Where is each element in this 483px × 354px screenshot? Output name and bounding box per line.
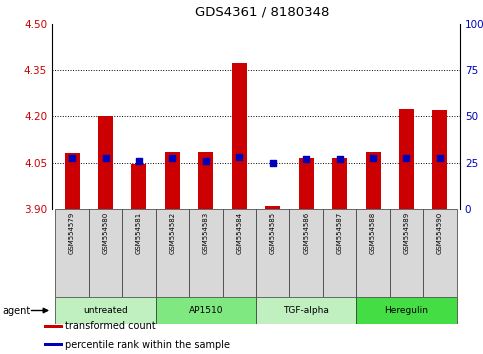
Bar [189,209,223,297]
Point [269,160,277,166]
Bar [156,297,256,324]
Bar [289,209,323,297]
Text: percentile rank within the sample: percentile rank within the sample [65,340,230,350]
Bar [399,109,414,209]
Point [369,155,377,161]
Text: GSM554590: GSM554590 [437,212,443,254]
Bar [323,209,356,297]
Bar [366,152,381,209]
Bar [199,152,213,209]
Bar [423,209,456,297]
Bar [256,209,289,297]
Point [68,155,76,161]
Text: GDS4361 / 8180348: GDS4361 / 8180348 [195,6,329,19]
Text: untreated: untreated [83,306,128,315]
Text: GSM554584: GSM554584 [236,212,242,254]
Bar [89,209,122,297]
Bar [256,297,356,324]
Text: transformed count: transformed count [65,321,156,331]
Bar [44,343,63,346]
Point [135,158,143,164]
Point [302,156,310,162]
Point [235,154,243,159]
Bar [432,110,447,209]
Bar [232,63,247,209]
Text: GSM554589: GSM554589 [403,212,410,254]
Point [169,155,176,161]
Text: GSM554581: GSM554581 [136,212,142,254]
Text: GSM554585: GSM554585 [270,212,276,254]
Bar [223,209,256,297]
Bar [390,209,423,297]
Text: TGF-alpha: TGF-alpha [283,306,329,315]
Bar [356,209,390,297]
Point [101,155,109,161]
Text: GSM554587: GSM554587 [337,212,342,254]
Bar [65,154,80,209]
Text: GSM554579: GSM554579 [69,212,75,254]
Bar [131,164,146,209]
Bar [98,116,113,209]
Text: agent: agent [2,306,30,315]
Point [336,156,343,161]
Bar [44,325,63,328]
Point [403,155,411,161]
Bar [265,206,280,209]
Text: AP1510: AP1510 [188,306,223,315]
Text: GSM554583: GSM554583 [203,212,209,254]
Text: GSM554580: GSM554580 [102,212,109,254]
Point [202,158,210,164]
Text: Heregulin: Heregulin [384,306,428,315]
Bar [332,158,347,209]
Bar [156,209,189,297]
Text: GSM554586: GSM554586 [303,212,309,254]
Bar [165,152,180,209]
Bar [56,209,89,297]
Bar [56,297,156,324]
Text: GSM554588: GSM554588 [370,212,376,254]
Bar [356,297,456,324]
Bar [122,209,156,297]
Bar [298,158,313,209]
Point [436,155,444,161]
Text: GSM554582: GSM554582 [170,212,175,254]
